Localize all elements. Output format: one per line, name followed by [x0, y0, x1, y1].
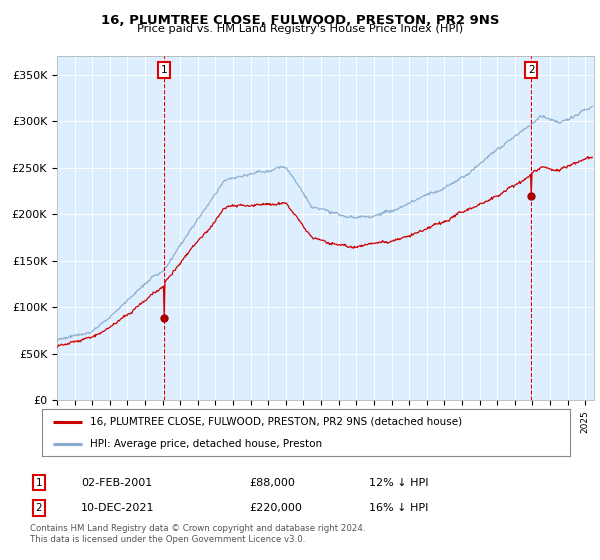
Text: HPI: Average price, detached house, Preston: HPI: Average price, detached house, Pres… — [89, 438, 322, 449]
Text: Contains HM Land Registry data © Crown copyright and database right 2024.: Contains HM Land Registry data © Crown c… — [30, 524, 365, 533]
Text: 12% ↓ HPI: 12% ↓ HPI — [369, 478, 428, 488]
Text: 02-FEB-2001: 02-FEB-2001 — [81, 478, 152, 488]
Text: 10-DEC-2021: 10-DEC-2021 — [81, 503, 155, 513]
Text: This data is licensed under the Open Government Licence v3.0.: This data is licensed under the Open Gov… — [30, 534, 305, 544]
Text: 1: 1 — [35, 478, 43, 488]
Text: £88,000: £88,000 — [249, 478, 295, 488]
Text: 16% ↓ HPI: 16% ↓ HPI — [369, 503, 428, 513]
Text: 16, PLUMTREE CLOSE, FULWOOD, PRESTON, PR2 9NS (detached house): 16, PLUMTREE CLOSE, FULWOOD, PRESTON, PR… — [89, 417, 461, 427]
Text: £220,000: £220,000 — [249, 503, 302, 513]
Text: Price paid vs. HM Land Registry's House Price Index (HPI): Price paid vs. HM Land Registry's House … — [137, 24, 463, 34]
Text: 2: 2 — [528, 65, 535, 75]
Text: 16, PLUMTREE CLOSE, FULWOOD, PRESTON, PR2 9NS: 16, PLUMTREE CLOSE, FULWOOD, PRESTON, PR… — [101, 14, 499, 27]
Text: 2: 2 — [35, 503, 43, 513]
Text: 1: 1 — [161, 65, 167, 75]
